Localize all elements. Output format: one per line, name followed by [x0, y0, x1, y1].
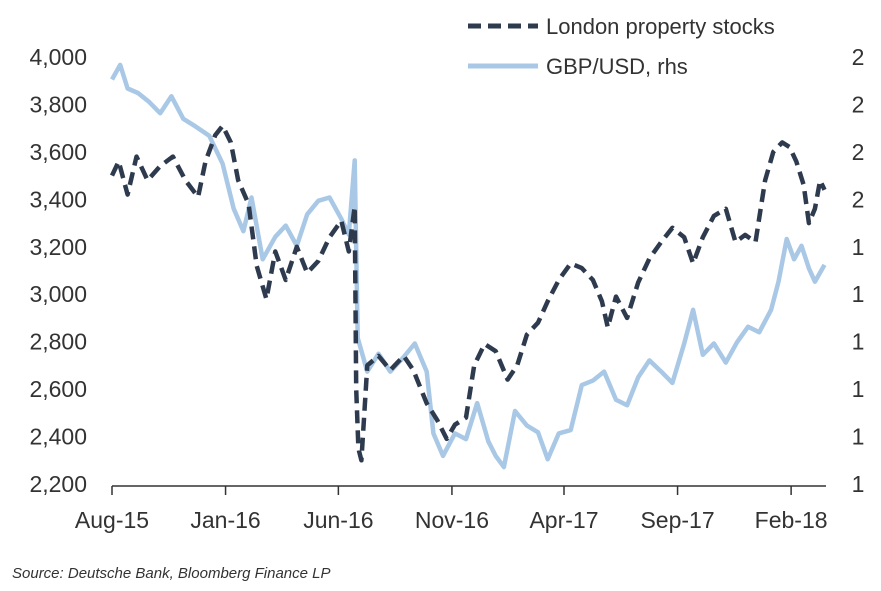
x-tick-label: Feb-18: [755, 507, 828, 533]
y-left-tick-label: 3,400: [29, 186, 87, 212]
y-left-tick-label: 3,000: [29, 281, 87, 307]
x-tick-label: Jun-16: [303, 507, 373, 533]
series-layer: [109, 62, 827, 470]
y-left-tick-label: 2,200: [29, 471, 87, 497]
legend-label-gbp: GBP/USD, rhs: [546, 54, 688, 79]
y-right-tick-label: 1: [852, 281, 865, 307]
x-tick-label: Jan-16: [190, 507, 260, 533]
y-left-tick-label: 4,000: [29, 44, 87, 70]
y-right-tick-labels: 2 2 2 2 1 1 1 1 1 1: [852, 44, 865, 497]
y-right-tick-label: 1: [852, 234, 865, 260]
y-right-tick-label: 2: [852, 44, 865, 70]
x-tick-label: Aug-15: [75, 507, 149, 533]
source-note: Source: Deutsche Bank, Bloomberg Finance…: [12, 565, 331, 582]
y-right-tick-label: 1: [852, 376, 865, 402]
y-left-tick-label: 3,600: [29, 139, 87, 165]
y-right-tick-label: 2: [852, 139, 865, 165]
x-tick-label: Sep-17: [640, 507, 714, 533]
y-right-tick-label: 2: [852, 91, 865, 117]
y-right-tick-label: 1: [852, 424, 865, 450]
legend-label-property: London property stocks: [546, 14, 775, 39]
y-left-tick-label: 3,800: [29, 91, 87, 117]
series-line-gbp-usd: [110, 62, 827, 470]
y-right-tick-label: 1: [852, 329, 865, 355]
series-line-london-property: [109, 123, 827, 463]
x-tick-label: Apr-17: [529, 507, 598, 533]
x-tick-label: Nov-16: [415, 507, 489, 533]
x-ticks: Aug-15 Jan-16 Jun-16 Nov-16 Apr-17 Sep-17 Feb-…: [75, 486, 828, 533]
y-left-tick-label: 2,800: [29, 329, 87, 355]
y-left-tick-label: 2,400: [29, 424, 87, 450]
y-left-tick-labels: 4,000 3,800 3,600 3,400 3,200 3,000 2,800 2,600…: [29, 44, 87, 497]
y-left-tick-label: 2,600: [29, 376, 87, 402]
y-right-tick-label: 1: [852, 471, 865, 497]
y-right-tick-label: 2: [852, 186, 865, 212]
y-left-tick-label: 3,200: [29, 234, 87, 260]
legend: London property stocks GBP/USD, rhs: [468, 14, 775, 79]
